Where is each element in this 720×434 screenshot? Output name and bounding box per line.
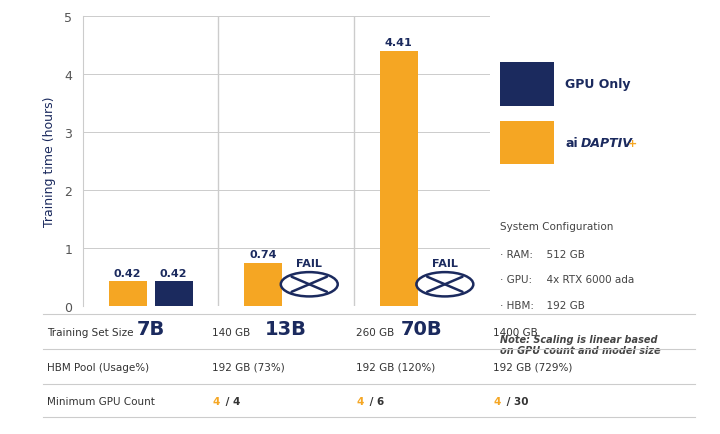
- Text: DAPTIV: DAPTIV: [581, 137, 633, 150]
- Bar: [244, 263, 282, 306]
- Bar: [155, 282, 193, 306]
- Y-axis label: Training time (hours): Training time (hours): [43, 96, 56, 227]
- Text: · HBM:: · HBM:: [500, 300, 534, 310]
- Text: / 30: / 30: [503, 396, 528, 405]
- Text: Note: Scaling is linear based
on GPU count and model size: Note: Scaling is linear based on GPU cou…: [500, 334, 661, 355]
- Text: ai: ai: [565, 137, 578, 150]
- Text: 0.42: 0.42: [114, 268, 141, 278]
- Text: 4x RTX 6000 ada: 4x RTX 6000 ada: [540, 275, 634, 285]
- Text: 1400 GB: 1400 GB: [493, 327, 538, 337]
- Text: 260 GB: 260 GB: [356, 327, 395, 337]
- Text: 192 GB (73%): 192 GB (73%): [212, 362, 285, 372]
- Text: 0.74: 0.74: [249, 250, 277, 260]
- Bar: [109, 282, 147, 306]
- Text: 192 GB (120%): 192 GB (120%): [356, 362, 436, 372]
- Text: 192 GB: 192 GB: [540, 300, 585, 310]
- Text: FAIL: FAIL: [432, 259, 458, 269]
- Text: FAIL: FAIL: [297, 259, 322, 269]
- Text: 4.41: 4.41: [385, 38, 413, 48]
- Text: Training Set Size: Training Set Size: [47, 327, 133, 337]
- Text: +: +: [628, 138, 637, 148]
- Text: · RAM:: · RAM:: [500, 250, 534, 260]
- Text: 4: 4: [356, 396, 364, 405]
- Text: · GPU:: · GPU:: [500, 275, 533, 285]
- Bar: [379, 51, 418, 306]
- Text: HBM Pool (Usage%): HBM Pool (Usage%): [47, 362, 149, 372]
- Text: 512 GB: 512 GB: [540, 250, 585, 260]
- Text: 0.42: 0.42: [160, 268, 187, 278]
- Text: / 4: / 4: [222, 396, 241, 405]
- Text: Minimum GPU Count: Minimum GPU Count: [47, 396, 155, 405]
- Text: 140 GB: 140 GB: [212, 327, 251, 337]
- Text: System Configuration: System Configuration: [500, 221, 613, 231]
- Text: 4: 4: [493, 396, 500, 405]
- Text: GPU Only: GPU Only: [565, 78, 631, 91]
- Text: 4: 4: [212, 396, 220, 405]
- Text: 192 GB (729%): 192 GB (729%): [493, 362, 572, 372]
- Text: / 6: / 6: [366, 396, 384, 405]
